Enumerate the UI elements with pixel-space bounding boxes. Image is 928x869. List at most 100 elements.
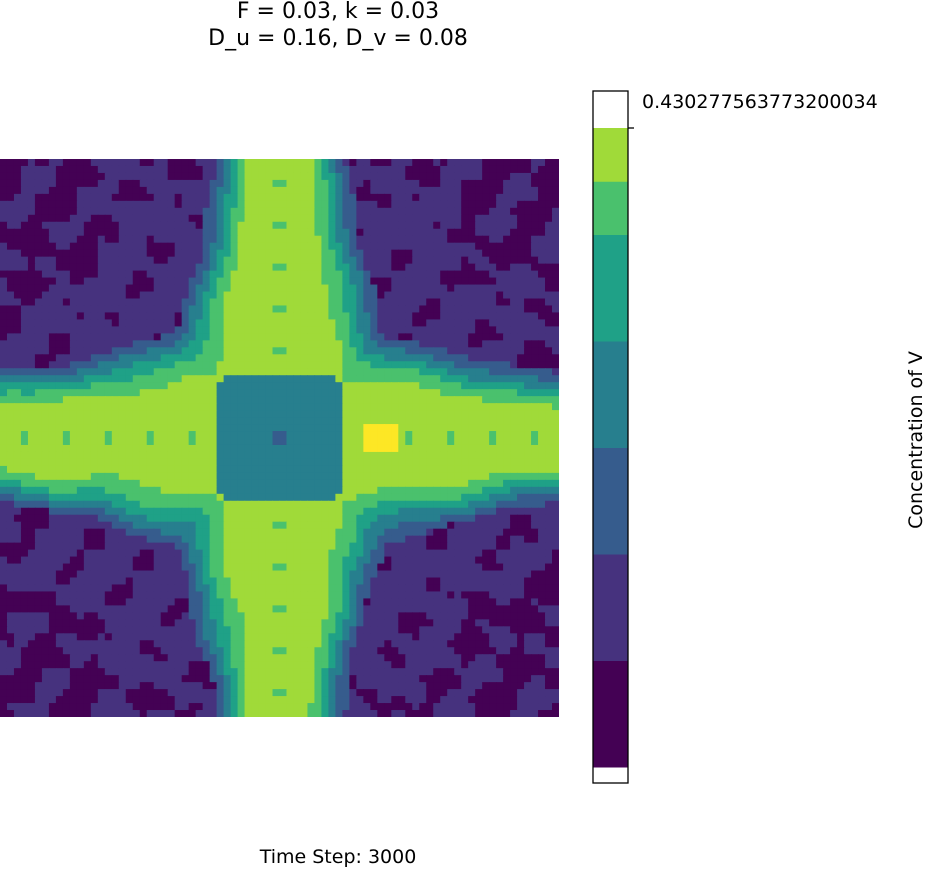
heatmap-cell bbox=[475, 431, 483, 439]
heatmap-cell bbox=[69, 563, 78, 572]
heatmap-cell bbox=[55, 556, 64, 565]
heatmap-cell bbox=[314, 284, 323, 293]
heatmap-cell bbox=[342, 514, 350, 523]
heatmap-cell bbox=[111, 577, 120, 586]
heatmap-cell bbox=[76, 305, 85, 314]
heatmap-cell bbox=[328, 354, 336, 362]
heatmap-cell bbox=[412, 472, 420, 481]
heatmap-cell bbox=[342, 242, 350, 251]
heatmap-cell bbox=[104, 431, 113, 439]
heatmap-cell bbox=[90, 368, 99, 376]
heatmap-cell bbox=[349, 312, 357, 321]
heatmap-cell bbox=[230, 235, 239, 244]
heatmap-cell bbox=[461, 159, 469, 167]
heatmap-cell bbox=[461, 396, 469, 404]
heatmap-cell bbox=[188, 451, 197, 460]
heatmap-cell bbox=[174, 172, 183, 181]
heatmap-cell bbox=[153, 354, 162, 362]
heatmap-cell bbox=[335, 451, 343, 460]
heatmap-cell bbox=[167, 179, 176, 188]
heatmap-cell bbox=[230, 277, 239, 286]
heatmap-cell bbox=[447, 584, 455, 593]
heatmap-cell bbox=[146, 186, 155, 195]
heatmap-cell bbox=[251, 368, 260, 376]
heatmap-cell bbox=[335, 172, 343, 181]
heatmap-cell bbox=[482, 256, 490, 265]
heatmap-cell bbox=[328, 431, 336, 439]
heatmap-cell bbox=[0, 417, 8, 425]
heatmap-cell bbox=[188, 159, 197, 167]
heatmap-cell bbox=[97, 486, 106, 495]
heatmap-cell bbox=[13, 298, 22, 307]
heatmap-cell bbox=[272, 270, 281, 279]
heatmap-cell bbox=[517, 159, 525, 167]
heatmap-cell bbox=[6, 179, 15, 188]
heatmap-cell bbox=[391, 438, 399, 446]
heatmap-cell bbox=[517, 319, 525, 327]
heatmap-cell bbox=[27, 249, 36, 258]
heatmap-cell bbox=[454, 465, 462, 474]
heatmap-cell bbox=[363, 389, 371, 397]
heatmap-cell bbox=[125, 221, 134, 230]
heatmap-cell bbox=[398, 179, 406, 188]
heatmap-cell bbox=[188, 584, 197, 593]
heatmap-cell bbox=[286, 354, 295, 362]
heatmap-cell bbox=[118, 340, 127, 348]
heatmap-cell bbox=[335, 291, 343, 300]
heatmap-cell bbox=[181, 507, 190, 516]
heatmap-cell bbox=[237, 228, 246, 237]
heatmap-cell bbox=[412, 312, 420, 321]
heatmap-cell bbox=[160, 172, 169, 181]
heatmap-cell bbox=[181, 347, 190, 355]
heatmap-cell bbox=[244, 458, 253, 467]
heatmap-cell bbox=[244, 305, 253, 314]
heatmap-cell bbox=[272, 535, 281, 544]
heatmap-cell bbox=[13, 417, 22, 425]
heatmap-cell bbox=[244, 542, 253, 551]
heatmap-cell bbox=[440, 431, 448, 439]
heatmap-cell bbox=[13, 347, 22, 355]
heatmap-cell bbox=[55, 263, 64, 272]
heatmap-cell bbox=[342, 354, 350, 362]
heatmap-cell bbox=[90, 549, 99, 558]
heatmap-cell bbox=[440, 570, 448, 579]
heatmap-cell bbox=[272, 263, 281, 272]
heatmap-cell bbox=[90, 535, 99, 544]
heatmap-cell bbox=[349, 298, 357, 307]
heatmap-cell bbox=[132, 479, 141, 488]
heatmap-cell bbox=[265, 347, 274, 355]
heatmap-cell bbox=[230, 479, 239, 488]
heatmap-cell bbox=[34, 284, 43, 293]
heatmap-cell bbox=[328, 424, 336, 432]
heatmap-cell bbox=[482, 270, 490, 279]
heatmap-cell bbox=[181, 200, 190, 209]
heatmap-cell bbox=[104, 486, 113, 495]
heatmap-cell bbox=[195, 389, 204, 397]
heatmap-cell bbox=[188, 403, 197, 411]
heatmap-cell bbox=[195, 556, 204, 565]
heatmap-cell bbox=[391, 354, 399, 362]
heatmap-cell bbox=[461, 214, 469, 223]
heatmap-cell bbox=[174, 235, 183, 244]
heatmap-cell bbox=[300, 514, 309, 523]
heatmap-cell bbox=[209, 521, 218, 530]
heatmap-cell bbox=[244, 179, 253, 188]
heatmap-cell bbox=[412, 521, 420, 530]
heatmap-cell bbox=[307, 514, 316, 523]
heatmap-cell bbox=[258, 228, 267, 237]
heatmap-cell bbox=[510, 431, 518, 439]
heatmap-cell bbox=[55, 382, 64, 390]
heatmap-cell bbox=[167, 424, 176, 432]
heatmap-cell bbox=[531, 493, 539, 502]
heatmap-cell bbox=[286, 549, 295, 558]
heatmap-cell bbox=[13, 410, 22, 418]
heatmap-cell bbox=[237, 451, 246, 460]
heatmap-cell bbox=[524, 431, 532, 439]
heatmap-cell bbox=[370, 340, 378, 348]
heatmap-cell bbox=[258, 500, 267, 509]
heatmap-cell bbox=[188, 417, 197, 425]
heatmap-cell bbox=[174, 165, 183, 174]
heatmap-cell bbox=[405, 410, 413, 418]
heatmap-cell bbox=[412, 256, 420, 265]
heatmap-cell bbox=[335, 465, 343, 474]
